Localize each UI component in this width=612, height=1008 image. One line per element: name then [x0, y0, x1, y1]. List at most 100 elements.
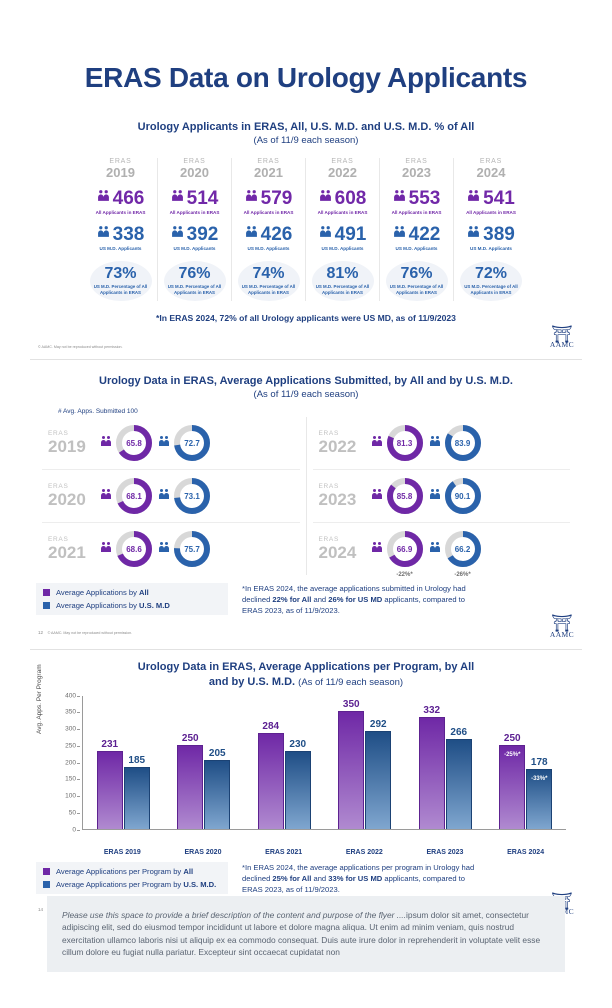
bar-blue: 178 -33%*	[526, 757, 553, 829]
bar-value-label: 284	[262, 721, 280, 733]
bar-blue: 292	[365, 719, 392, 829]
bar-group-eras-2022: 350 292	[338, 696, 392, 829]
y-tick-300: 300	[65, 725, 76, 733]
people-icon	[429, 487, 441, 505]
card-year: 2023	[402, 164, 431, 180]
panel2-note-pre: *In ERAS 2024, the average applications …	[242, 584, 466, 605]
people-icon	[100, 540, 112, 558]
donut-row-year-value: 2021	[48, 542, 86, 562]
people-icon	[97, 225, 110, 243]
donut-row-year-value: 2022	[318, 436, 357, 456]
panel2-note-bold-1: 22% for All	[272, 595, 312, 605]
description-box: Please use this space to provide a brief…	[47, 895, 565, 972]
year-card-2022: ERAS 2022 608 All Applicants in ERAS 491 US M…	[306, 157, 380, 301]
donut-value: 66.9	[396, 544, 413, 554]
people-icon	[371, 487, 383, 505]
description-lead: Please use this space to provide a brief…	[62, 909, 407, 920]
y-tick-mark	[77, 712, 80, 714]
all-applicants-caption: All Applicants in ERAS	[466, 209, 516, 215]
donut-row-year: ERAS 2020	[48, 484, 96, 508]
panel1-title: Urology Applicants in ERAS, All, U.S. M.…	[137, 121, 475, 133]
all-applicants-value: 553	[408, 187, 441, 209]
year-card-2023: ERAS 2023 553 All Applicants in ERAS 422 US M…	[380, 157, 454, 301]
people-icon	[319, 225, 332, 243]
usmd-percentage-value: 72%	[474, 264, 508, 282]
usmd-applicants-value: 392	[186, 223, 219, 245]
donut-chart: 83.9	[443, 423, 483, 463]
people-icon	[245, 225, 258, 243]
panel3-slide-number: 14	[38, 907, 44, 913]
panel2-title: Urology Data in ERAS, Average Applicatio…	[99, 375, 513, 388]
donut-row-2023: ERAS 2023 85.8 90.1	[312, 470, 570, 524]
panel-avg-apps-submitted: Urology Data in ERAS, Average Applicatio…	[0, 374, 612, 639]
donut-chart: 73.1	[172, 476, 212, 516]
donut-row-year-value: 2020	[48, 489, 86, 509]
people-icon	[393, 225, 406, 243]
x-axis-label: ERAS 2020	[184, 848, 222, 856]
bar-group-eras-2024: 250 -25%* 178 -33%*	[499, 696, 553, 829]
people-icon	[158, 540, 170, 558]
page-title: ERAS Data on Urology Applicants	[84, 62, 528, 93]
people-icon	[158, 487, 170, 505]
card-year: 2024	[476, 164, 506, 180]
donut-unit: 83.9	[429, 423, 483, 463]
x-axis-label: ERAS 2024	[507, 848, 545, 856]
donut-row-eras-label: ERAS	[318, 430, 340, 438]
bar-purple: 350	[338, 699, 365, 829]
stat-usmd-applicants: 338 US M.D. Applicants	[87, 225, 154, 252]
bar-purple: 250 -25%*	[499, 733, 526, 829]
donut-row-year: ERAS 2024	[319, 537, 367, 561]
donut-value: 72.7	[184, 438, 200, 448]
y-tick-400: 400	[65, 692, 76, 699]
card-eras-label: ERAS	[479, 157, 503, 165]
donut-chart: 72.7	[172, 423, 212, 463]
bar-inner-label: -33%*	[531, 775, 548, 782]
donut-unit: 81.3	[371, 423, 425, 463]
panel3-title-line1: Urology Data in ERAS, Average Applicatio…	[137, 660, 475, 673]
usmd-percentage-value: 81%	[326, 264, 359, 282]
panel2-note-post: applicants, compared to ERAS 2023, as of…	[242, 595, 466, 616]
bar-inner-label: -25%*	[504, 751, 521, 758]
donut-chart: 75.7	[172, 529, 212, 569]
bar-value-label: 250	[503, 732, 521, 744]
legend-label: Average Applications by U.S. M.D	[56, 601, 170, 611]
x-axis-labels: ERAS 2019 ERAS 2020 ERAS 2021 ERAS 2022 ERAS…	[36, 849, 576, 856]
all-applicants-caption: All Applicants in ERAS	[243, 209, 294, 215]
bar-group-eras-2019: 231 185	[96, 696, 150, 829]
panel2-subtitle: (As of 11/9 each season)	[253, 389, 359, 401]
legend-swatch-icon	[43, 602, 50, 610]
bar-blue: 230	[284, 739, 311, 829]
stat-usmd-percentage: 73% US M.D. Percentage of All Applicants …	[89, 260, 152, 301]
all-applicants-value: 514	[186, 187, 219, 209]
usmd-applicants-caption: US M.D. Applicants	[470, 245, 512, 251]
people-icon	[467, 189, 480, 207]
all-applicants-value: 579	[260, 187, 293, 209]
y-tick-350: 350	[65, 708, 76, 716]
year-card-2020: ERAS 2020 514 All Applicants in ERAS 392 US M…	[158, 157, 232, 301]
panel-avg-apps-per-program: Urology Data in ERAS, Average Applicatio…	[0, 660, 612, 916]
stat-all-applicants: 553 All Applicants in ERAS	[383, 189, 450, 216]
aamc-logo-text: AAMC	[549, 340, 574, 350]
panel2-note-bold-2: 26% for US MD	[328, 595, 383, 605]
donut-delta-label: -26%*	[454, 572, 471, 579]
stat-usmd-applicants: 426 US M.D. Applicants	[235, 225, 302, 252]
stat-all-applicants: 514 All Applicants in ERAS	[161, 189, 228, 216]
y-tick-mark	[77, 762, 80, 764]
card-eras-label: ERAS	[331, 157, 354, 165]
people-icon	[100, 434, 112, 452]
bar-value-label: 230	[289, 739, 307, 751]
bar-value-label: 332	[423, 705, 441, 717]
people-icon	[371, 540, 383, 558]
card-year: 2022	[328, 164, 357, 180]
donut-row-eras-label: ERAS	[318, 483, 340, 491]
bar-value-label: 231	[101, 739, 119, 751]
stat-usmd-percentage: 72% US M.D. Percentage of All Applicants …	[460, 260, 522, 301]
people-icon	[245, 189, 258, 207]
donut-delta-label: -22%*	[396, 572, 413, 579]
asclepius-rod-icon: ⛩	[551, 614, 573, 635]
donut-chart: 90.1	[443, 476, 483, 516]
y-tick-mark	[77, 695, 80, 697]
people-icon	[97, 189, 110, 207]
donut-unit: 73.1	[158, 476, 212, 516]
